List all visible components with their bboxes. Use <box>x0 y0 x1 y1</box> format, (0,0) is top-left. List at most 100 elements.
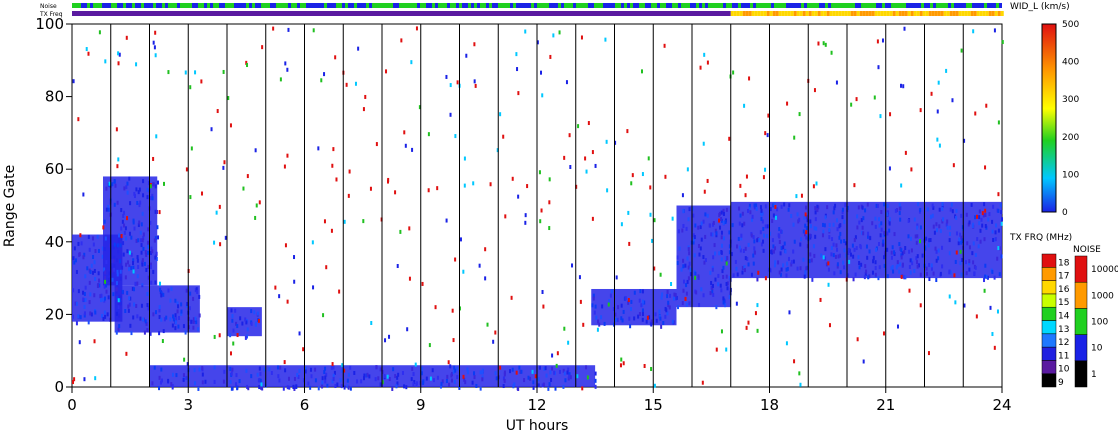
echo-cell <box>146 303 149 308</box>
echo-cell <box>223 369 226 374</box>
y-tick-label: 0 <box>54 378 64 396</box>
scatter-echo <box>524 29 527 34</box>
echo-cell <box>682 258 685 263</box>
echo-cell <box>997 228 1000 233</box>
echo-cell <box>821 233 824 238</box>
txfreq-colorbar-swatch <box>1041 267 1057 281</box>
echo-cell <box>780 246 783 251</box>
noise-bar-cell <box>306 3 309 8</box>
echo-cell <box>749 210 752 215</box>
scatter-echo <box>591 216 594 221</box>
echo-cell <box>118 233 121 238</box>
txfreq-bar-cell <box>877 11 881 16</box>
scatter-echo <box>320 78 323 83</box>
echo-cell <box>742 248 745 253</box>
echo-cell <box>453 365 456 370</box>
txfreq-colorbar-tick: 10 <box>1058 365 1070 375</box>
txfreq-bar-cell <box>802 11 806 16</box>
noise-bar-cell <box>138 3 141 8</box>
scatter-echo <box>102 225 105 230</box>
noise-bar-cell <box>816 3 819 8</box>
echo-cell <box>954 214 957 219</box>
noise-bar-cell <box>801 3 804 8</box>
noise-bar-cell <box>912 3 915 8</box>
scatter-echo <box>98 30 101 35</box>
echo-cell <box>725 207 728 212</box>
echo-cell <box>196 290 199 295</box>
txfreq-bar-cell <box>778 11 782 16</box>
noise-bar-cell <box>234 3 237 8</box>
echo-cell <box>874 260 877 265</box>
echo-cell <box>259 371 262 376</box>
noise-bar-cell <box>990 3 993 8</box>
echo-cell <box>852 254 855 259</box>
txfreq-bar-cell <box>880 11 884 16</box>
echo-cell <box>395 384 398 389</box>
echo-cell <box>147 275 150 280</box>
noise-bar-cell <box>495 3 498 8</box>
echo-cell <box>941 245 944 250</box>
echo-cell <box>511 367 514 372</box>
scatter-echo <box>515 370 518 375</box>
echo-cell <box>562 384 565 389</box>
echo-cell <box>960 240 963 245</box>
scatter-echo <box>640 69 643 74</box>
echo-cell <box>198 294 201 299</box>
echo-cell <box>304 366 307 371</box>
noise-bar-cell <box>282 3 285 8</box>
noise-bar-cell <box>717 3 720 8</box>
echo-cell <box>73 246 76 251</box>
scatter-echo <box>822 41 825 46</box>
echo-cell <box>184 330 187 335</box>
scatter-echo <box>472 181 475 186</box>
noise-bar-cell <box>957 3 960 8</box>
echo-cell <box>711 286 714 291</box>
echo-cell <box>700 237 703 242</box>
width-colorbar-tick: 400 <box>1062 58 1079 68</box>
noise-bar-cell <box>756 3 759 8</box>
echo-cell <box>704 212 707 217</box>
echo-cell <box>171 323 174 328</box>
echo-cell <box>861 230 864 235</box>
scatter-echo <box>735 301 738 306</box>
scatter-echo <box>117 51 120 56</box>
echo-cell <box>864 208 867 213</box>
scatter-echo <box>653 383 656 388</box>
noise-bar-label: Noise <box>40 3 57 10</box>
scatter-echo <box>774 204 777 209</box>
echo-cell <box>869 236 872 241</box>
echo-cell <box>549 370 552 375</box>
txfreq-bar-cell <box>895 11 899 16</box>
echo-cell <box>153 365 156 370</box>
echo-cell <box>725 274 728 279</box>
scatter-echo <box>993 345 996 350</box>
echo-cell <box>880 221 883 226</box>
scatter-echo <box>620 222 623 227</box>
echo-cell <box>103 219 106 224</box>
echo-cell <box>972 241 975 246</box>
noise-bar-cell <box>207 3 210 8</box>
echo-cell <box>182 377 185 382</box>
echo-cell <box>187 325 190 330</box>
scatter-echo <box>229 123 232 128</box>
txfreq-bar-cell <box>898 11 902 16</box>
txfreq-bar-cell <box>973 11 977 16</box>
echo-cell <box>883 230 886 235</box>
noise-bar-cell <box>297 3 300 8</box>
noise-bar-cell <box>147 3 150 8</box>
echo-cell <box>935 278 938 283</box>
noise-bar-cell <box>285 3 288 8</box>
echo-cell <box>722 265 725 270</box>
noise-bar-cell <box>243 3 246 8</box>
scatter-echo <box>421 281 424 286</box>
echo-cell <box>650 319 653 324</box>
scatter-echo <box>584 156 587 161</box>
scatter-echo <box>486 322 489 327</box>
echo-cell <box>838 235 841 240</box>
echo-cell <box>88 247 91 252</box>
noise-bar-cell <box>108 3 111 8</box>
noise-bar-cell <box>630 3 633 8</box>
echo-cell <box>254 322 257 327</box>
noise-bar-cell <box>438 3 441 8</box>
